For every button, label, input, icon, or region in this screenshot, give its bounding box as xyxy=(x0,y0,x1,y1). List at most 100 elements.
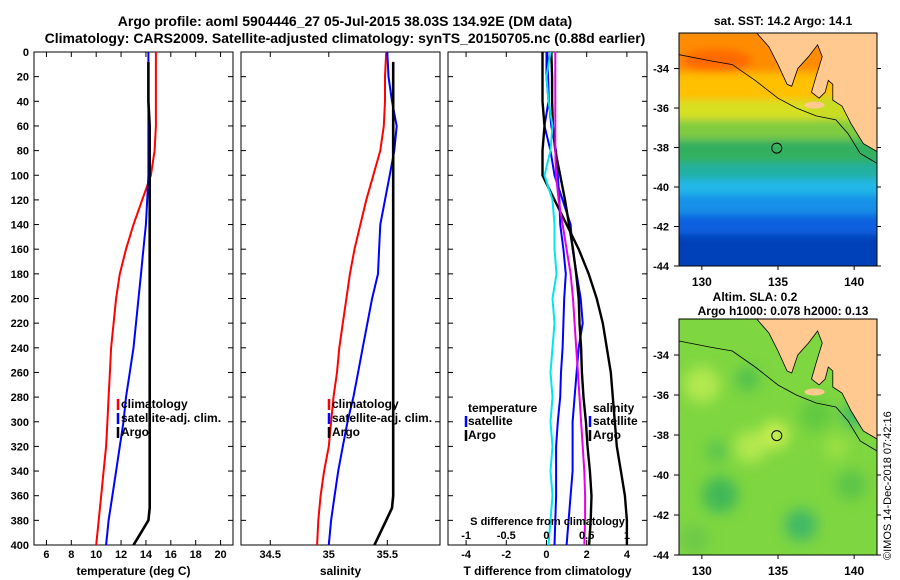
map-lon-label: 130 xyxy=(692,564,712,578)
series-group xyxy=(541,52,629,545)
y-tick-label: 80 xyxy=(17,146,29,158)
sla-blob xyxy=(735,367,760,391)
x-tick-label: 2 xyxy=(584,549,590,561)
x-tick-label: 10 xyxy=(90,549,102,561)
y-tick-label: 280 xyxy=(11,392,29,404)
panel-temperature: 0 20 40 60 80 100 120 140 160 180 200 220 240 260 280 3… xyxy=(11,47,234,578)
map-field xyxy=(679,33,877,266)
legend-left-0: temperature xyxy=(468,401,538,415)
y-tick-label: 360 xyxy=(11,491,29,503)
x-tick-label: -2 xyxy=(501,549,511,561)
panel-difference: -4 -2 0 2 4 T difference from climatology S di… xyxy=(447,51,648,578)
series-climatology xyxy=(95,52,157,545)
series-temperature-argo xyxy=(541,52,629,545)
map2-title: Altim. SLA: 0.2 xyxy=(713,290,798,304)
plot-frame xyxy=(240,51,441,546)
top-tick-label: -1 xyxy=(461,530,471,542)
coastline xyxy=(747,33,877,152)
x-tick-label: -4 xyxy=(461,549,472,561)
x-tick-label: 18 xyxy=(190,549,202,561)
map-lon-label: 140 xyxy=(844,275,864,289)
x-tick-label: 12 xyxy=(115,549,127,561)
legend-right-2: Argo xyxy=(593,428,621,442)
x-axis-label: temperature (deg C) xyxy=(76,564,190,578)
legend-satellite: satellite-adj. clim. xyxy=(332,411,432,425)
map-field xyxy=(679,319,877,555)
legend-argo: Argo xyxy=(121,425,149,439)
map-sst_map: -34 -36 -38 -40 -42 -44 130 135 140 xyxy=(653,32,881,289)
sla-blob xyxy=(734,431,767,463)
y-tick-label: 60 xyxy=(17,121,29,133)
sst-band xyxy=(679,214,877,235)
title-line-1: Argo profile: aoml 5904446_27 05-Jul-201… xyxy=(117,13,573,29)
series-temperature-diff-cyan- xyxy=(543,52,558,545)
x-axis-label: T difference from climatology xyxy=(463,564,631,578)
sla-blob xyxy=(800,399,833,431)
series-temperature-satellite xyxy=(543,52,584,545)
map-lat-label: -40 xyxy=(653,182,669,194)
x-tick-label: 4 xyxy=(624,549,631,561)
map-lat-label: -44 xyxy=(653,261,670,273)
top-axis-label: S difference from climatology xyxy=(470,516,626,528)
x-tick-label: 6 xyxy=(43,549,49,561)
map-lat-label: -38 xyxy=(653,143,669,155)
series-group xyxy=(316,52,398,545)
map2-subtitle: Argo h1000: 0.078 h2000: 0.13 xyxy=(698,304,869,318)
map-lon-label: 135 xyxy=(768,564,788,578)
land-mass xyxy=(747,319,877,439)
land-mass xyxy=(747,33,877,152)
map-lat-label: -34 xyxy=(653,64,670,76)
map-lat-label: -34 xyxy=(653,350,670,362)
sst-band xyxy=(679,179,877,195)
sst-band xyxy=(679,194,877,215)
y-tick-label: 120 xyxy=(11,195,29,207)
x-tick-label: 16 xyxy=(165,549,177,561)
top-tick-label: -0.5 xyxy=(497,530,516,542)
kangaroo-island xyxy=(804,388,825,396)
map-lat-label: -36 xyxy=(653,103,669,115)
sst-warm-patch xyxy=(682,48,753,73)
x-tick-label: 35.5 xyxy=(377,549,398,561)
sla-blob xyxy=(760,421,789,449)
map-lat-label: -42 xyxy=(653,510,669,522)
y-tick-label: 200 xyxy=(11,294,29,306)
y-tick-label: 180 xyxy=(11,269,29,281)
argo-location-marker xyxy=(771,142,783,154)
argo-location-marker xyxy=(771,430,783,442)
sla-blob xyxy=(683,367,720,403)
series-salinity-diff-magenta- xyxy=(554,52,587,545)
series-satellite-adj-clim- xyxy=(327,52,398,545)
series-climatology xyxy=(316,52,388,545)
y-tick-label: 260 xyxy=(11,367,29,379)
sst-band xyxy=(679,234,877,266)
legend-climatology: climatology xyxy=(332,397,399,411)
sla-blob xyxy=(836,470,867,500)
y-tick-label: 160 xyxy=(11,244,29,256)
sla-blob xyxy=(680,525,709,553)
y-tick-label: 300 xyxy=(11,417,29,429)
map-lon-label: 130 xyxy=(692,275,712,289)
x-tick-label: 34.5 xyxy=(260,549,281,561)
y-tick-label: 240 xyxy=(11,343,29,355)
shelf-contour xyxy=(679,54,877,164)
y-tick-label: 40 xyxy=(17,96,29,108)
x-tick-label: 20 xyxy=(214,549,226,561)
sst-band xyxy=(679,139,877,164)
sst-band xyxy=(679,163,877,180)
y-tick-label: 220 xyxy=(11,318,29,330)
shelf-contour xyxy=(679,340,877,452)
plot-frame xyxy=(447,51,648,546)
y-tick-label: 0 xyxy=(23,47,29,59)
y-tick-label: 140 xyxy=(11,220,29,232)
panel-salinity: 34.5 35 35.5 salinity climatologysatellite-a… xyxy=(240,51,441,578)
top-tick-label: 0.5 xyxy=(579,530,594,542)
map-lon-label: 135 xyxy=(768,275,788,289)
y-tick-label: 20 xyxy=(17,72,29,84)
x-tick-label: 0 xyxy=(543,549,549,561)
y-tick-label: 100 xyxy=(11,170,29,182)
series-group xyxy=(95,52,157,545)
series-argo xyxy=(373,61,395,545)
series-argo xyxy=(132,61,151,545)
sst-band xyxy=(679,119,877,140)
